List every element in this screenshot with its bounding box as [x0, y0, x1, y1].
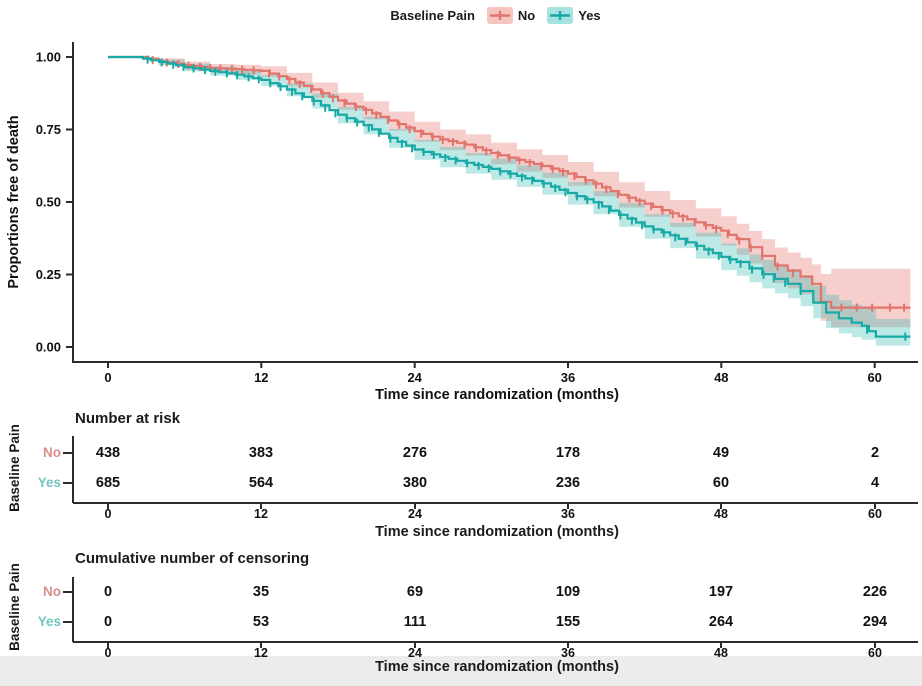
table-x-tick-label: 36 [561, 507, 575, 521]
legend-label-no: No [517, 7, 536, 23]
table-x-tick-label: 24 [408, 507, 422, 521]
table-value: 35 [252, 584, 270, 600]
table-x-tick-label: 0 [104, 646, 112, 660]
x-tick-label: 48 [714, 370, 728, 385]
y-axis-title: Proportions free of death [6, 115, 22, 288]
table-value: 197 [708, 584, 734, 600]
confidence-band-yes [108, 57, 911, 346]
table-value: 380 [402, 475, 428, 491]
table-value: 685 [95, 475, 121, 491]
table-value: 236 [555, 475, 581, 491]
table-x-tick-label: 60 [868, 507, 882, 521]
table-value: 178 [555, 445, 581, 461]
table-value: 564 [248, 475, 274, 491]
censor-table-y-axis-line [72, 577, 74, 642]
table-x-tick-label: 24 [408, 646, 422, 660]
x-tick-label: 12 [254, 370, 268, 385]
censor-table-x-axis-line [73, 641, 918, 643]
table-value: 2 [870, 445, 880, 461]
table-value: 69 [406, 584, 424, 600]
table-x-tick-label: 60 [868, 646, 882, 660]
risk-table-xlabel: Time since randomization (months) [375, 524, 619, 540]
legend-label-yes: Yes [578, 7, 601, 23]
risk-table-y-axis-line [72, 436, 74, 503]
risk-table-title: Number at risk [75, 410, 181, 427]
y-tick-label: 1.00 [36, 50, 61, 65]
row-tick-mark [63, 621, 72, 623]
y-tick-label: 0.75 [36, 122, 61, 137]
x-tick-label: 0 [104, 370, 111, 385]
table-value: 383 [248, 445, 274, 461]
table-x-tick-label: 0 [104, 507, 112, 521]
table-x-tick-mark [414, 503, 416, 509]
row-label-yes: Yes [37, 475, 61, 490]
table-value: 226 [862, 584, 888, 600]
table-value: 264 [708, 614, 734, 630]
x-tick-label: 24 [407, 370, 422, 385]
x-tick-label: 36 [561, 370, 575, 385]
table-value: 111 [403, 614, 427, 630]
table-x-tick-mark [107, 503, 109, 509]
table-x-tick-mark [567, 642, 569, 648]
y-tick-label: 0.00 [36, 340, 61, 355]
row-label-no: No [43, 445, 61, 460]
table-x-tick-label: 12 [254, 646, 268, 660]
table-x-tick-mark [260, 642, 262, 648]
table-x-tick-mark [874, 642, 876, 648]
row-tick-mark [63, 452, 72, 454]
x-tick-label: 60 [867, 370, 881, 385]
y-tick-label: 0.50 [36, 195, 61, 210]
table-x-tick-mark [107, 642, 109, 648]
table-x-tick-label: 12 [254, 507, 268, 521]
row-label-no: No [43, 584, 61, 599]
table-value: 276 [402, 445, 428, 461]
row-label-yes: Yes [37, 614, 61, 629]
table-x-tick-label: 48 [714, 646, 728, 660]
legend-title: Baseline Pain [390, 7, 475, 23]
table-value: 0 [103, 584, 113, 600]
table-x-tick-mark [260, 503, 262, 509]
row-tick-mark [63, 591, 72, 593]
table-x-tick-mark [567, 503, 569, 509]
censor-table-title: Cumulative number of censoring [75, 550, 310, 567]
y-tick-label: 0.25 [36, 267, 61, 282]
censor-table-xlabel: Time since randomization (months) [375, 659, 619, 675]
table-value: 0 [103, 614, 113, 630]
row-tick-mark [63, 482, 72, 484]
curve-layer [108, 55, 911, 346]
km-curve-no [108, 55, 911, 309]
legend: Baseline Pain No Yes [73, 3, 918, 27]
table-x-tick-mark [874, 503, 876, 509]
table-x-tick-label: 36 [561, 646, 575, 660]
table-value: 109 [555, 584, 581, 600]
bottom-gray-strip [0, 656, 922, 686]
risk-table-ylabel: Baseline Pain [7, 424, 22, 512]
confidence-band-no [108, 57, 911, 328]
legend-item-yes: Yes [547, 6, 601, 24]
table-x-tick-mark [720, 642, 722, 648]
km-curve-yes [108, 55, 911, 338]
table-value: 155 [555, 614, 581, 630]
survival-plot: 0 12 24 36 48 60 0.00 0.25 0.50 0.75 1.00 Proporti… [6, 42, 918, 403]
no-series-key-icon [486, 6, 513, 24]
axis-tick-layer: 0 12 24 36 48 60 0.00 0.25 0.50 0.75 1.00 [36, 50, 882, 386]
table-x-tick-label: 48 [714, 507, 728, 521]
yes-series-key-icon [547, 6, 574, 24]
table-value: 438 [95, 445, 121, 461]
x-axis-title: Time since randomization (months) [375, 387, 619, 403]
legend-item-no: No [486, 6, 536, 24]
censor-table-ylabel: Baseline Pain [7, 563, 22, 651]
risk-table-x-axis-line [73, 502, 918, 504]
table-x-tick-mark [720, 503, 722, 509]
table-value: 60 [712, 475, 730, 491]
table-value: 49 [712, 445, 730, 461]
table-x-tick-mark [414, 642, 416, 648]
table-value: 4 [870, 475, 880, 491]
table-value: 294 [862, 614, 888, 630]
table-value: 53 [252, 614, 270, 630]
